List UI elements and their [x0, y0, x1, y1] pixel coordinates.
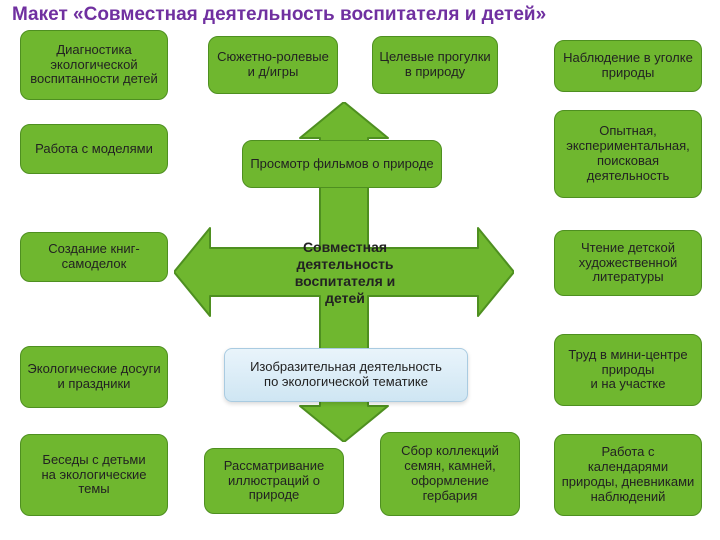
blue-box-visual-activity: Изобразительная деятельность по экологич… — [224, 348, 468, 402]
box-exper: Опытная, экспериментальная, поисковая де… — [554, 110, 702, 198]
box-diag: Диагностика экологической воспитанности … — [20, 30, 168, 100]
center-label: Совместная деятельность воспитателя и де… — [274, 234, 416, 312]
box-models: Работа с моделями — [20, 124, 168, 174]
box-leisure: Экологические досуги и праздники — [20, 346, 168, 408]
box-books: Создание книг-самоделок — [20, 232, 168, 282]
box-read: Чтение детской художественной литературы — [554, 230, 702, 296]
box-talks: Беседы с детьми на экологические темы — [20, 434, 168, 516]
box-obs: Наблюдение в уголке природы — [554, 40, 702, 92]
box-labor: Труд в мини-центре природы и на участке — [554, 334, 702, 406]
box-calendar: Работа с календарями природы, дневниками… — [554, 434, 702, 516]
box-roleplay: Сюжетно-ролевые и д/игры — [208, 36, 338, 94]
box-films: Просмотр фильмов о природе — [242, 140, 442, 188]
page-title: Макет «Совместная деятельность воспитате… — [12, 4, 546, 26]
box-collect: Сбор коллекций семян, камней, оформление… — [380, 432, 520, 516]
box-walks: Целевые прогулки в природу — [372, 36, 498, 94]
box-illus: Рассматривание иллюстраций о природе — [204, 448, 344, 514]
